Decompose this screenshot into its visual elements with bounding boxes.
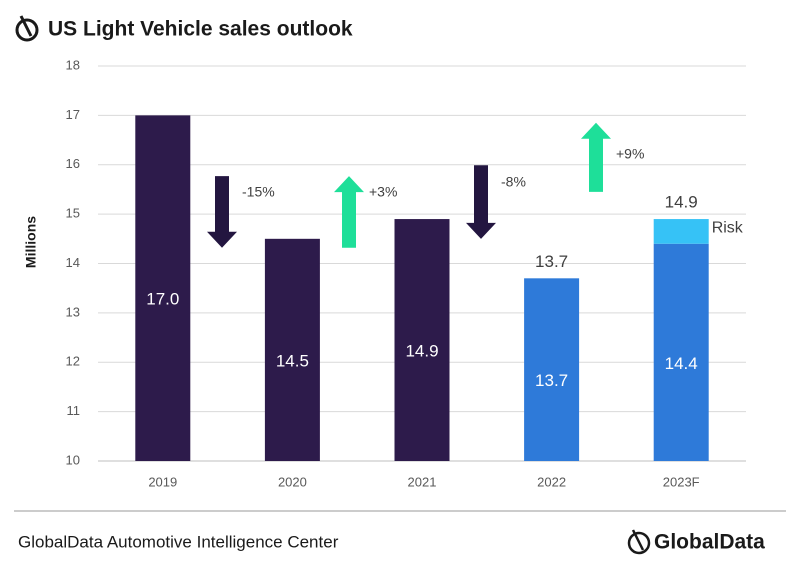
up-arrow bbox=[581, 122, 611, 192]
legend-label: Risk bbox=[712, 220, 744, 237]
value-label: 13.7 bbox=[535, 371, 568, 390]
change-label: +3% bbox=[369, 184, 397, 200]
x-tick-label: 2023F bbox=[663, 474, 700, 489]
change-label: +9% bbox=[616, 146, 644, 162]
y-tick-label: 17 bbox=[66, 107, 80, 122]
total-label: 13.7 bbox=[535, 252, 568, 271]
value-label: 17.0 bbox=[146, 290, 179, 309]
y-tick-label: 10 bbox=[66, 452, 80, 467]
up-arrow bbox=[334, 176, 364, 248]
down-arrow bbox=[466, 165, 496, 239]
value-label: 14.4 bbox=[665, 354, 698, 373]
y-tick-label: 14 bbox=[66, 255, 80, 270]
total-label: 14.9 bbox=[665, 193, 698, 212]
value-label: 14.9 bbox=[405, 342, 438, 361]
bar bbox=[394, 219, 450, 461]
chart-title: US Light Vehicle sales outlook bbox=[48, 18, 353, 41]
y-tick-label: 18 bbox=[66, 57, 80, 72]
bar bbox=[524, 278, 580, 461]
brand: GlobalData bbox=[654, 531, 765, 554]
source: GlobalData Automotive Intelligence Cente… bbox=[18, 532, 339, 551]
risk-segment bbox=[653, 219, 709, 244]
down-arrow bbox=[207, 176, 237, 248]
bar bbox=[653, 243, 709, 461]
x-tick-label: 2020 bbox=[278, 474, 307, 489]
y-tick-label: 16 bbox=[66, 156, 80, 171]
y-axis-label: Millions bbox=[23, 216, 39, 268]
y-tick-label: 12 bbox=[66, 354, 80, 369]
value-label: 14.5 bbox=[276, 351, 309, 370]
x-tick-label: 2022 bbox=[537, 474, 566, 489]
title-icon bbox=[15, 15, 39, 42]
change-label: -8% bbox=[501, 174, 526, 190]
y-tick-label: 13 bbox=[66, 304, 80, 319]
change-label: -15% bbox=[242, 184, 275, 200]
brand-icon bbox=[627, 529, 651, 555]
y-tick-label: 11 bbox=[67, 403, 81, 418]
bar bbox=[135, 115, 191, 461]
x-tick-label: 2021 bbox=[408, 474, 437, 489]
bar bbox=[264, 238, 320, 461]
y-tick-label: 15 bbox=[66, 206, 80, 221]
x-tick-label: 2019 bbox=[148, 474, 177, 489]
